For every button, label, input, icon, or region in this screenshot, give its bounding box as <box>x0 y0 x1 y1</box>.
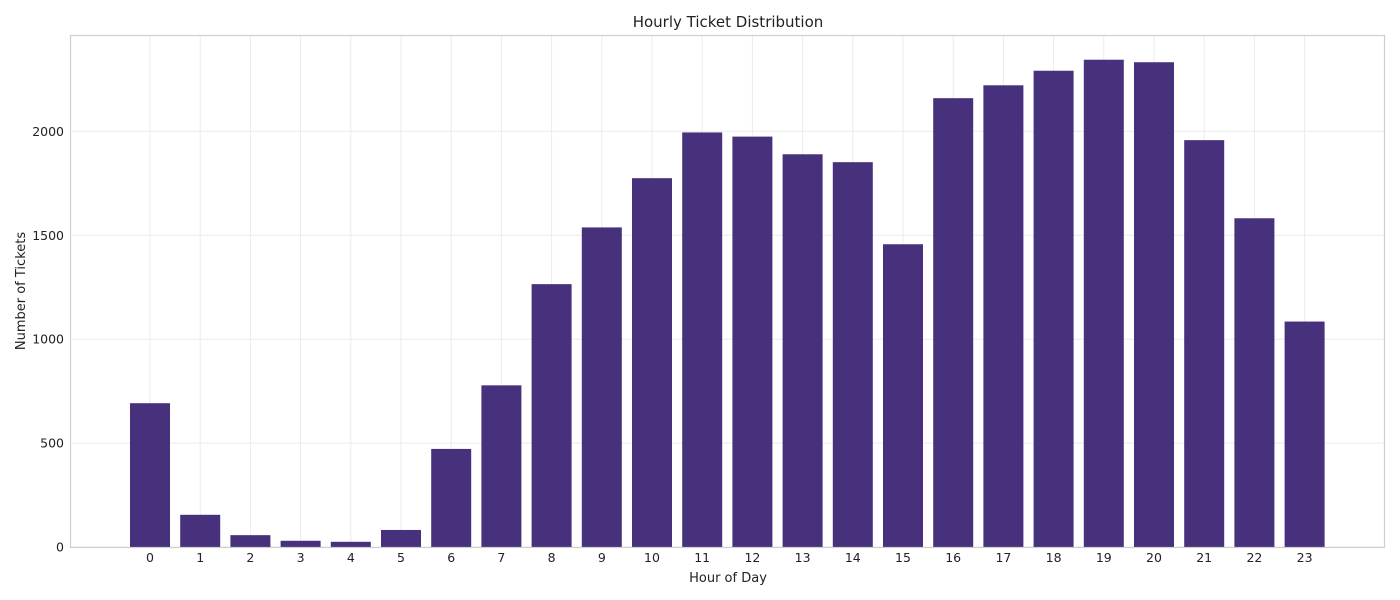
bar-hour-12 <box>732 136 773 547</box>
x-tick-label-7: 7 <box>497 550 505 565</box>
bar-hour-0 <box>130 403 170 547</box>
x-tick-label-17: 17 <box>995 550 1011 565</box>
bar-hour-2 <box>230 535 271 547</box>
y-axis-ticks: 0 500 1000 1500 2000 <box>32 124 64 555</box>
x-axis-ticks: 0 1 2 3 4 5 6 7 8 9 10 11 12 13 14 15 16 17 18 19 20 21 22 23 <box>146 550 1313 565</box>
x-tick-label-1: 1 <box>196 550 204 565</box>
x-tick-label-4: 4 <box>347 550 355 565</box>
x-tick-label-3: 3 <box>297 550 305 565</box>
bar-hour-21 <box>1184 140 1225 547</box>
bar-hour-15 <box>883 244 923 547</box>
bar-hour-19 <box>1083 59 1124 548</box>
bar-hour-16 <box>933 98 974 548</box>
bar-hour-10 <box>632 178 672 548</box>
y-tick-label-1000: 1000 <box>32 332 64 347</box>
bar-hour-14 <box>832 162 873 548</box>
bar-hour-20 <box>1134 62 1174 548</box>
x-tick-label-15: 15 <box>895 550 911 565</box>
x-tick-label-6: 6 <box>447 550 455 565</box>
bar-hour-9 <box>581 227 622 547</box>
bars <box>130 59 1325 548</box>
x-tick-label-2: 2 <box>246 550 254 565</box>
x-tick-label-19: 19 <box>1096 550 1112 565</box>
y-tick-label-2000: 2000 <box>32 124 64 139</box>
x-tick-label-5: 5 <box>397 550 405 565</box>
x-tick-label-21: 21 <box>1196 550 1212 565</box>
x-tick-label-11: 11 <box>694 550 710 565</box>
x-tick-label-23: 23 <box>1297 550 1313 565</box>
bar-hour-1 <box>180 514 221 547</box>
x-tick-label-10: 10 <box>644 550 660 565</box>
bar-hour-6 <box>431 448 472 547</box>
x-tick-label-0: 0 <box>146 550 154 565</box>
y-axis-label: Number of Tickets <box>14 232 29 350</box>
x-tick-label-14: 14 <box>845 550 861 565</box>
y-tick-label-0: 0 <box>56 540 64 555</box>
chart-title: Hourly Ticket Distribution <box>633 13 824 31</box>
bar-hour-18 <box>1033 70 1074 547</box>
x-tick-label-13: 13 <box>795 550 811 565</box>
bar-hour-11 <box>682 132 723 548</box>
y-tick-label-500: 500 <box>40 436 64 451</box>
x-tick-label-18: 18 <box>1046 550 1062 565</box>
plot-frame <box>69 34 1386 549</box>
y-tick-label-1500: 1500 <box>32 228 64 243</box>
bar-hour-17 <box>983 85 1024 548</box>
x-tick-label-8: 8 <box>548 550 556 565</box>
x-tick-label-20: 20 <box>1146 550 1162 565</box>
bar-hour-5 <box>381 529 421 547</box>
x-tick-label-12: 12 <box>744 550 760 565</box>
bar-hour-3 <box>280 540 321 547</box>
bar-hour-13 <box>782 154 823 548</box>
x-tick-label-16: 16 <box>945 550 961 565</box>
x-tick-label-9: 9 <box>598 550 606 565</box>
bar-hour-22 <box>1234 218 1275 548</box>
bar-hour-7 <box>481 385 522 547</box>
x-axis-label: Hour of Day <box>689 571 767 586</box>
x-tick-label-22: 22 <box>1246 550 1262 565</box>
bar-hour-4 <box>330 541 371 547</box>
bar-hour-8 <box>531 284 572 547</box>
bar-hour-23 <box>1284 321 1325 547</box>
